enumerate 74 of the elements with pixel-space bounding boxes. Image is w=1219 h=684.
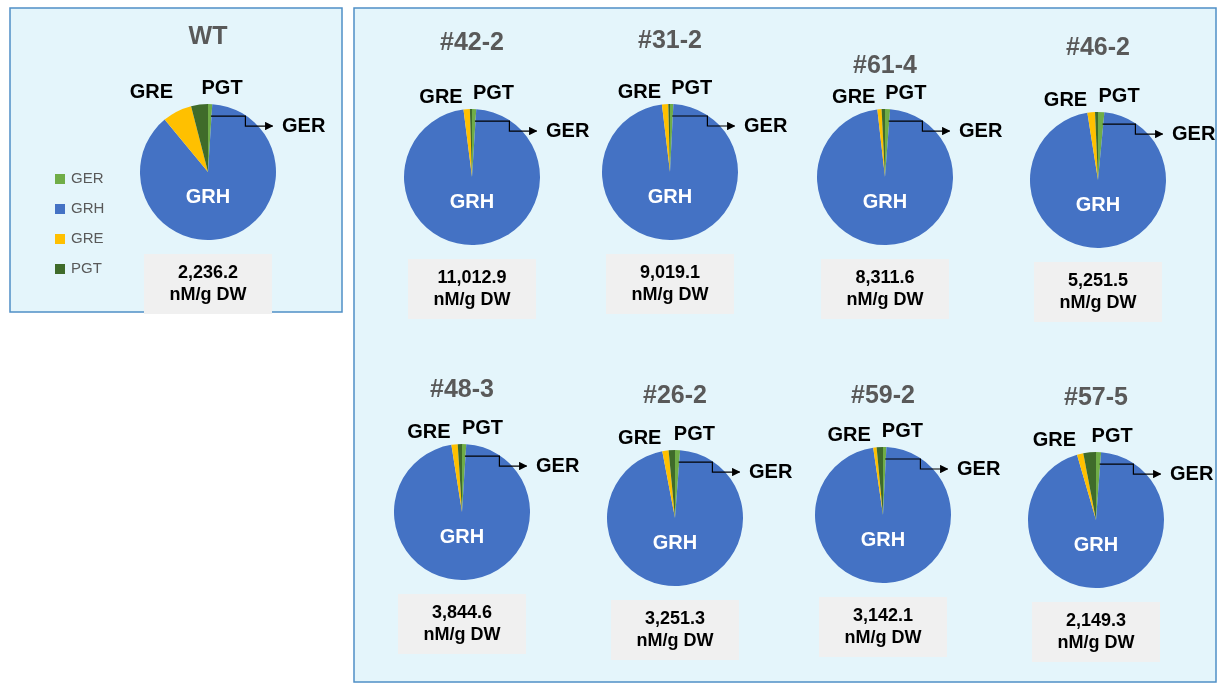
slice-label: GER	[959, 119, 1003, 142]
slice-label: GER	[1170, 462, 1214, 485]
slice-label: GRH	[862, 189, 908, 212]
slice-label: PGT	[1091, 424, 1133, 446]
chart-title: #57-5	[1064, 382, 1129, 410]
legend-label: PGT	[71, 259, 102, 276]
slice-label: PGT	[673, 422, 715, 444]
slice-label: GRH	[449, 189, 495, 212]
slice-label: GRE	[1032, 428, 1077, 450]
text: 11,012.9 nM/g DW	[433, 267, 511, 309]
text: 5,251.5 nM/g DW	[1059, 270, 1137, 312]
text: 8,311.6 nM/g DW	[846, 267, 924, 309]
chart-title: #61-4	[853, 50, 918, 78]
pie-slice	[602, 104, 738, 240]
text: 2,236.2 nM/g DW	[169, 262, 247, 304]
text: 3,142.1 nM/g DW	[844, 605, 922, 647]
pie-slice	[662, 450, 675, 518]
slice-label: GRE	[129, 80, 174, 102]
slice-label: GER	[536, 454, 580, 477]
slice-label: PGT	[201, 76, 243, 98]
chart-title: #42-2	[440, 27, 504, 55]
slice-label: GER	[282, 114, 326, 137]
slice-label: GRH	[860, 527, 906, 550]
slice-label: GRE	[407, 420, 451, 442]
text: 2,149.3 nM/g DW	[1057, 610, 1135, 652]
pie-slice	[815, 447, 951, 583]
slice-label: GER	[1172, 122, 1216, 145]
slice-label: GRE	[827, 423, 871, 445]
slice-label: PGT	[1098, 84, 1140, 106]
slice-label: PGT	[881, 419, 923, 441]
slice-label: GRE	[1043, 88, 1088, 110]
slice-label: GER	[957, 457, 1001, 480]
pie-slice	[404, 109, 540, 245]
pie-slice	[1083, 452, 1096, 520]
pie-slice	[817, 109, 953, 245]
pie-slice	[164, 106, 208, 172]
legend-label: GRE	[71, 229, 104, 246]
slice-label: GER	[744, 114, 788, 137]
pie-slice	[1087, 112, 1098, 180]
slice-label: GER	[546, 119, 590, 142]
legend-label: GER	[71, 169, 104, 186]
pie-slice	[191, 104, 208, 172]
pie-slice	[1030, 112, 1166, 248]
slice-label: PGT	[472, 81, 515, 103]
pie-slice	[1028, 452, 1164, 588]
slice-label: GRE	[832, 85, 876, 107]
chart-title: #48-3	[430, 374, 494, 402]
slice-label: GRH	[1073, 532, 1119, 555]
pie-slice	[607, 450, 743, 586]
slice-label: PGT	[671, 76, 713, 98]
text: 9,019.1 nM/g DW	[631, 262, 709, 304]
slice-label: GRH	[652, 530, 698, 553]
chart-title: WT	[188, 21, 228, 49]
slice-label: GRH	[185, 184, 231, 207]
chart-title: #59-2	[851, 380, 915, 408]
text: 3,251.3 nM/g DW	[636, 608, 714, 650]
pie-slice	[394, 444, 530, 580]
slice-label: GRE	[419, 85, 463, 107]
pie-slice	[140, 104, 276, 240]
pie-slice	[1077, 453, 1096, 520]
legend-label: GRH	[71, 199, 105, 216]
slice-label: PGT	[885, 81, 927, 103]
chart-title: #46-2	[1066, 32, 1130, 60]
slice-label: GRH	[647, 184, 693, 207]
slice-label: GRH	[1075, 192, 1121, 215]
text: 3,844.6 nM/g DW	[423, 602, 501, 644]
slice-label: GRH	[439, 524, 485, 547]
slice-label: GER	[749, 460, 793, 483]
slice-label: PGT	[461, 416, 503, 438]
chart-title: #31-2	[638, 25, 702, 53]
chart-title: #26-2	[643, 380, 707, 408]
pie-slice	[451, 444, 462, 512]
slice-label: GRE	[617, 80, 662, 102]
slice-label: GRE	[618, 426, 662, 448]
